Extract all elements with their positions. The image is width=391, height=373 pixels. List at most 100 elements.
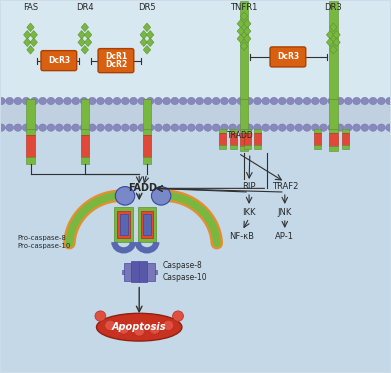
Circle shape [353,124,361,131]
Circle shape [138,124,146,131]
Circle shape [80,97,88,105]
Text: DcR1: DcR1 [105,52,127,61]
Circle shape [6,97,14,105]
Circle shape [14,97,22,105]
Bar [114,207,133,242]
Circle shape [386,97,391,105]
Circle shape [88,124,96,131]
Circle shape [212,124,220,131]
Bar [230,133,237,145]
Text: JNK: JNK [278,208,292,217]
Circle shape [105,320,115,330]
Polygon shape [240,42,248,50]
Circle shape [245,124,253,131]
Circle shape [151,186,171,205]
Bar [143,157,151,164]
Circle shape [237,124,245,131]
Circle shape [303,124,311,131]
Circle shape [14,124,22,131]
Circle shape [262,97,269,105]
Text: DR4: DR4 [76,3,94,12]
Circle shape [179,97,187,105]
Text: Apoptosis: Apoptosis [112,322,167,332]
Circle shape [146,124,154,131]
Circle shape [353,97,361,105]
Bar [81,157,89,164]
Bar [329,1,337,99]
Polygon shape [147,31,154,39]
Bar [26,135,35,157]
Circle shape [113,97,121,105]
Polygon shape [81,23,88,32]
Bar [240,146,248,151]
Circle shape [171,97,179,105]
Circle shape [196,97,203,105]
FancyBboxPatch shape [41,51,77,70]
Circle shape [254,124,261,131]
Circle shape [163,97,170,105]
Bar [254,145,261,150]
Circle shape [97,97,104,105]
Text: DcR3: DcR3 [48,56,70,65]
Circle shape [22,124,30,131]
Circle shape [64,97,71,105]
Circle shape [80,124,88,131]
Polygon shape [333,38,340,47]
Circle shape [72,124,80,131]
Polygon shape [81,46,88,54]
Bar [81,99,89,100]
Bar [314,129,321,133]
Bar [244,133,251,145]
Circle shape [22,97,30,105]
Circle shape [295,97,303,105]
Text: FAS: FAS [23,3,38,12]
Polygon shape [140,31,147,39]
Bar [314,145,321,150]
Bar [329,146,337,151]
Circle shape [212,97,220,105]
Bar [254,133,261,145]
Circle shape [278,97,286,105]
Text: Pro-caspase-8
Pro-caspase-10: Pro-caspase-8 Pro-caspase-10 [17,235,70,249]
Bar [219,145,226,150]
Circle shape [56,97,63,105]
Polygon shape [244,19,251,28]
Bar [2,1,389,100]
Circle shape [118,324,129,334]
Polygon shape [244,34,251,43]
Polygon shape [23,31,31,39]
Bar [147,263,155,280]
Bar [124,263,131,280]
FancyBboxPatch shape [98,48,134,73]
Circle shape [311,124,319,131]
Bar [329,129,337,133]
Bar [138,207,156,242]
Bar [240,100,248,129]
Bar [131,261,139,282]
Bar [219,129,226,133]
Circle shape [320,124,327,131]
Circle shape [105,124,113,131]
Polygon shape [237,27,244,35]
Bar [143,99,151,100]
Circle shape [287,124,294,131]
FancyBboxPatch shape [270,47,306,67]
Ellipse shape [97,313,182,341]
Circle shape [188,97,195,105]
Polygon shape [27,46,34,54]
Polygon shape [27,23,34,32]
Circle shape [328,124,335,131]
Bar [342,129,349,133]
Circle shape [149,324,160,334]
Bar [81,135,89,157]
Circle shape [270,124,278,131]
Bar [342,145,349,150]
Text: DR3: DR3 [325,3,342,12]
Polygon shape [30,38,38,47]
Polygon shape [330,23,337,32]
Circle shape [97,124,104,131]
Bar [26,157,35,164]
Bar [120,214,127,235]
Circle shape [221,124,228,131]
Circle shape [262,124,269,131]
